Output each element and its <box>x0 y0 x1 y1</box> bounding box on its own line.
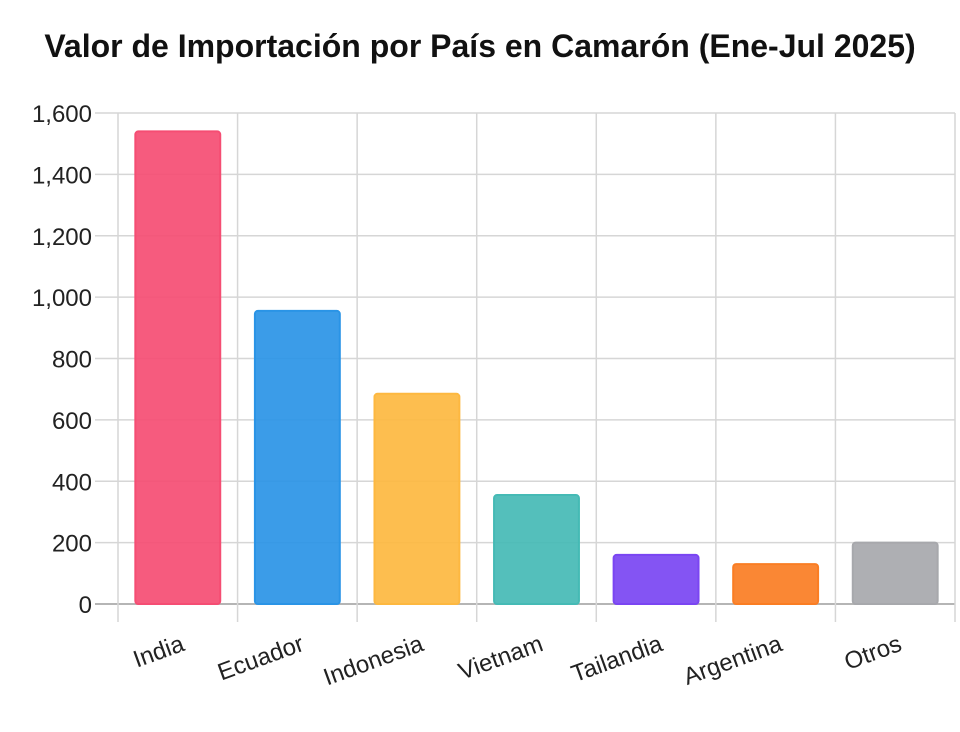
x-tick-label: Argentina <box>680 630 786 691</box>
x-axis: India Ecuador Indonesia Vietnam Tailandia Arg… <box>130 630 906 691</box>
y-tick-label: 800 <box>52 347 92 374</box>
y-tick-label: 1,400 <box>32 162 92 189</box>
y-tick-label: 1,200 <box>32 224 92 251</box>
bar-india <box>134 130 222 605</box>
x-tick-label: Vietnam <box>455 630 547 685</box>
chart-title: Valor de Importación por País en Camarón… <box>44 28 916 64</box>
bar-tailandia <box>612 553 700 606</box>
x-tick-label: India <box>130 630 189 673</box>
y-tick-label: 0 <box>79 592 92 619</box>
bar-otros <box>851 541 939 605</box>
bar-ecuador <box>253 309 341 605</box>
x-tick-label: Otros <box>841 630 905 675</box>
y-tick-label: 400 <box>52 469 92 496</box>
x-tick-label: Indonesia <box>320 630 428 691</box>
y-axis: 0 200 400 600 800 1,000 1,200 1,400 1,600 <box>32 101 92 619</box>
bar-argentina <box>732 563 820 606</box>
bar-indonesia <box>373 392 461 605</box>
x-tick-label: Tailandia <box>568 630 667 688</box>
y-tick-label: 1,600 <box>32 101 92 128</box>
bar-vietnam <box>493 494 580 606</box>
y-tick-label: 1,000 <box>32 285 92 312</box>
bars <box>134 130 939 606</box>
y-tick-label: 200 <box>52 531 92 558</box>
x-tick-label: Ecuador <box>214 630 307 686</box>
y-tick-label: 600 <box>52 408 92 435</box>
